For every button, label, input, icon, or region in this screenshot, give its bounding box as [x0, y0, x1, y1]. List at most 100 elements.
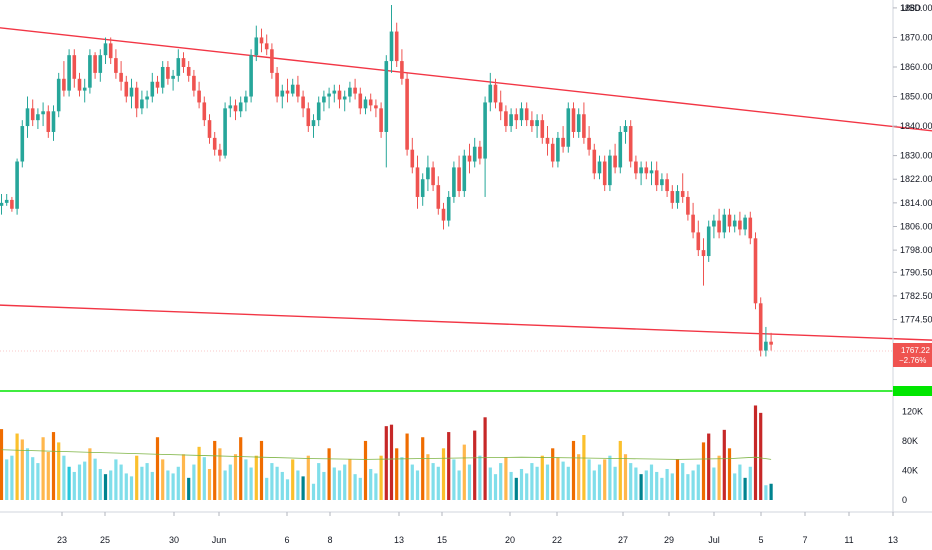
- candle: [504, 105, 508, 132]
- volume-bar: [608, 455, 612, 500]
- candle: [4, 194, 9, 206]
- volume-tick-label: 0: [902, 495, 907, 505]
- candle-body: [25, 108, 30, 127]
- volume-bar: [51, 432, 56, 500]
- candle: [758, 297, 763, 357]
- candle-body: [764, 341, 768, 351]
- candle-body: [561, 137, 565, 147]
- volume-bar: [748, 466, 752, 500]
- candle: [342, 90, 347, 112]
- candle: [452, 161, 456, 203]
- candle: [192, 69, 196, 97]
- candle: [431, 161, 435, 192]
- candle: [592, 143, 597, 180]
- volume-bar: [213, 440, 217, 500]
- candle: [727, 208, 732, 233]
- volume-bar: [566, 466, 570, 500]
- volume-bar: [67, 466, 71, 500]
- time-tick-label: 27: [618, 535, 628, 545]
- candle-body: [238, 102, 243, 112]
- candle-body: [415, 167, 420, 197]
- candle: [753, 232, 758, 310]
- volume-bar: [25, 448, 30, 500]
- time-axis[interactable]: 23 25 30 Jun 6 8 13 15 20 22 27 29 Jul 5 7 11 13: [57, 512, 898, 545]
- time-tick-label: 13: [888, 535, 898, 545]
- candle: [134, 81, 139, 118]
- candle-body: [353, 87, 357, 94]
- volume-bar: [83, 461, 87, 500]
- candle: [15, 158, 19, 215]
- volume-bar: [140, 466, 144, 500]
- time-tick-label: 5: [758, 535, 763, 545]
- volume-bar: [223, 470, 227, 500]
- candle-body: [628, 126, 633, 162]
- candle: [358, 87, 363, 115]
- candle: [717, 208, 721, 239]
- price-pane[interactable]: [0, 4, 932, 357]
- candle: [571, 102, 576, 138]
- volume-bar: [239, 437, 243, 500]
- volume-bar: [535, 466, 539, 500]
- candle-body: [233, 105, 238, 112]
- candle: [576, 108, 581, 138]
- candle-body: [488, 84, 493, 103]
- volume-bar: [545, 464, 550, 500]
- trendline[interactable]: [0, 5, 932, 166]
- volume-bar: [317, 463, 321, 500]
- volume-bar: [655, 471, 659, 500]
- volume-bar: [707, 433, 711, 500]
- volume-tick-label: 120K: [902, 406, 923, 416]
- candle: [249, 49, 253, 103]
- volume-bar: [733, 473, 737, 500]
- price-tick-label: 1880.00: [900, 3, 932, 13]
- time-tick-label: 7: [802, 535, 807, 545]
- candle-body: [301, 96, 305, 109]
- currency-label: USD: [902, 3, 922, 13]
- price-tick-label: 1840.00: [900, 121, 932, 131]
- candle: [384, 55, 389, 168]
- volume-bar: [259, 440, 264, 500]
- volume-bar: [275, 466, 279, 500]
- candle: [405, 72, 409, 156]
- candle-body: [608, 155, 612, 186]
- volume-bar: [457, 470, 461, 500]
- volume-bar: [462, 444, 466, 500]
- volume-bar: [343, 464, 347, 500]
- candle-body: [103, 43, 108, 56]
- trendlines[interactable]: [0, 5, 932, 352]
- candle: [202, 96, 207, 127]
- candle-body: [587, 137, 591, 150]
- candle-body: [363, 99, 368, 109]
- candle-body: [550, 143, 555, 162]
- candle: [20, 120, 25, 168]
- time-tick-label: Jun: [212, 535, 227, 545]
- candle: [478, 140, 482, 165]
- candle: [223, 102, 227, 159]
- volume-bar: [41, 437, 45, 500]
- candle: [93, 52, 97, 79]
- candle-body: [748, 217, 753, 239]
- volume-bar: [597, 464, 602, 500]
- candle-body: [498, 102, 503, 112]
- candle: [566, 102, 571, 153]
- candle: [597, 155, 602, 180]
- candle-body: [129, 87, 134, 97]
- volume-bar: [254, 455, 258, 500]
- candle-body: [108, 43, 113, 59]
- candle-body: [519, 108, 524, 121]
- candle-body: [202, 102, 207, 121]
- candle-body: [576, 114, 581, 132]
- volume-bar: [369, 468, 373, 500]
- volume-bar: [363, 440, 368, 500]
- candle: [415, 155, 420, 209]
- candle: [660, 173, 664, 192]
- candle: [150, 72, 155, 103]
- candle-body: [686, 196, 690, 215]
- candle: [472, 137, 477, 168]
- volume-bar: [31, 457, 35, 500]
- volume-bar: [738, 464, 742, 500]
- candle: [363, 96, 368, 115]
- price-axis[interactable]: USD 1880.001870.001860.001850.001840.001…: [892, 0, 932, 512]
- trendline[interactable]: [0, 297, 932, 352]
